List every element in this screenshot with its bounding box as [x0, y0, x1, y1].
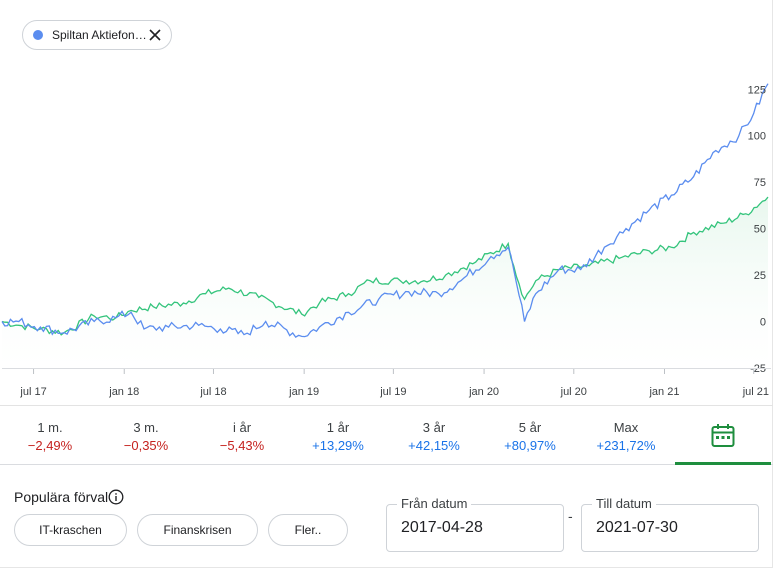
y-tick-label: 25	[754, 270, 766, 282]
blue-series-line	[1, 83, 769, 338]
y-tick-label: 0	[760, 317, 766, 329]
to-date-label: Till datum	[592, 496, 656, 511]
preset-more-button[interactable]: Fler..	[268, 514, 348, 546]
series-color-dot	[33, 30, 43, 40]
period-label: 3 m.	[133, 420, 159, 435]
period-max[interactable]: Max +231,72%	[578, 406, 674, 465]
date-separator: -	[568, 508, 573, 524]
presets-title: Populära förval	[14, 489, 109, 505]
x-tick-label: jul 19	[379, 386, 406, 398]
period-5y[interactable]: 5 år +80,97%	[482, 406, 578, 465]
series-chip-label: Spiltan Aktiefon…	[52, 28, 147, 42]
period-3m[interactable]: 3 m. −0,35%	[98, 406, 194, 465]
period-value: +13,29%	[312, 438, 364, 453]
period-label: 1 m.	[37, 420, 63, 435]
y-tick-label: 75	[754, 177, 766, 189]
x-tick-label: jan 19	[288, 386, 319, 398]
x-tick-label: jul 18	[199, 386, 226, 398]
from-date-label: Från datum	[397, 496, 472, 511]
custom-range-tab[interactable]	[675, 406, 771, 465]
period-value: −5,43%	[219, 438, 265, 453]
series-chip[interactable]: Spiltan Aktiefon…	[22, 20, 172, 50]
x-tick-label: jan 20	[468, 386, 499, 398]
period-label: 3 år	[422, 420, 446, 435]
info-icon[interactable]	[108, 489, 124, 505]
to-date-field[interactable]: Till datum 2021-07-30	[581, 496, 759, 552]
period-1m[interactable]: 1 m. −2,49%	[2, 406, 98, 465]
y-tick-label: 50	[754, 224, 766, 236]
period-label: 5 år	[518, 420, 542, 435]
period-label: Max	[613, 420, 639, 435]
calendar-icon	[711, 424, 735, 447]
period-selector: 1 m. −2,49% 3 m. −0,35% i år −5,43% 1 år…	[0, 405, 773, 465]
x-tick-label: jul 21	[742, 386, 769, 398]
period-ytd[interactable]: i år −5,43%	[194, 406, 290, 465]
close-icon[interactable]	[147, 27, 163, 43]
period-value: −0,35%	[123, 438, 169, 453]
x-tick-label: jul 17	[19, 386, 46, 398]
period-label: 1 år	[326, 420, 350, 435]
green-series-line	[1, 196, 769, 336]
period-value: +42,15%	[408, 438, 460, 453]
period-value: −2,49%	[27, 438, 73, 453]
x-tick-label: jan 18	[108, 386, 139, 398]
preset-it-crash-button[interactable]: IT-kraschen	[14, 514, 127, 546]
green-series-area	[2, 197, 768, 368]
x-tick-label: jul 20	[560, 386, 587, 398]
period-value: +231,72%	[596, 438, 656, 453]
period-value: +80,97%	[504, 438, 556, 453]
from-date-value: 2017-04-28	[401, 519, 483, 536]
period-3y[interactable]: 3 år +42,15%	[386, 406, 482, 465]
y-tick-label: 100	[748, 131, 766, 143]
y-tick-label: 125	[748, 84, 766, 96]
period-label: i år	[232, 420, 252, 435]
x-tick-label: jan 21	[648, 386, 679, 398]
from-date-field[interactable]: Från datum 2017-04-28	[386, 496, 564, 552]
to-date-value: 2021-07-30	[596, 519, 678, 536]
preset-financial-crisis-button[interactable]: Finanskrisen	[137, 514, 258, 546]
period-1y[interactable]: 1 år +13,29%	[290, 406, 386, 465]
